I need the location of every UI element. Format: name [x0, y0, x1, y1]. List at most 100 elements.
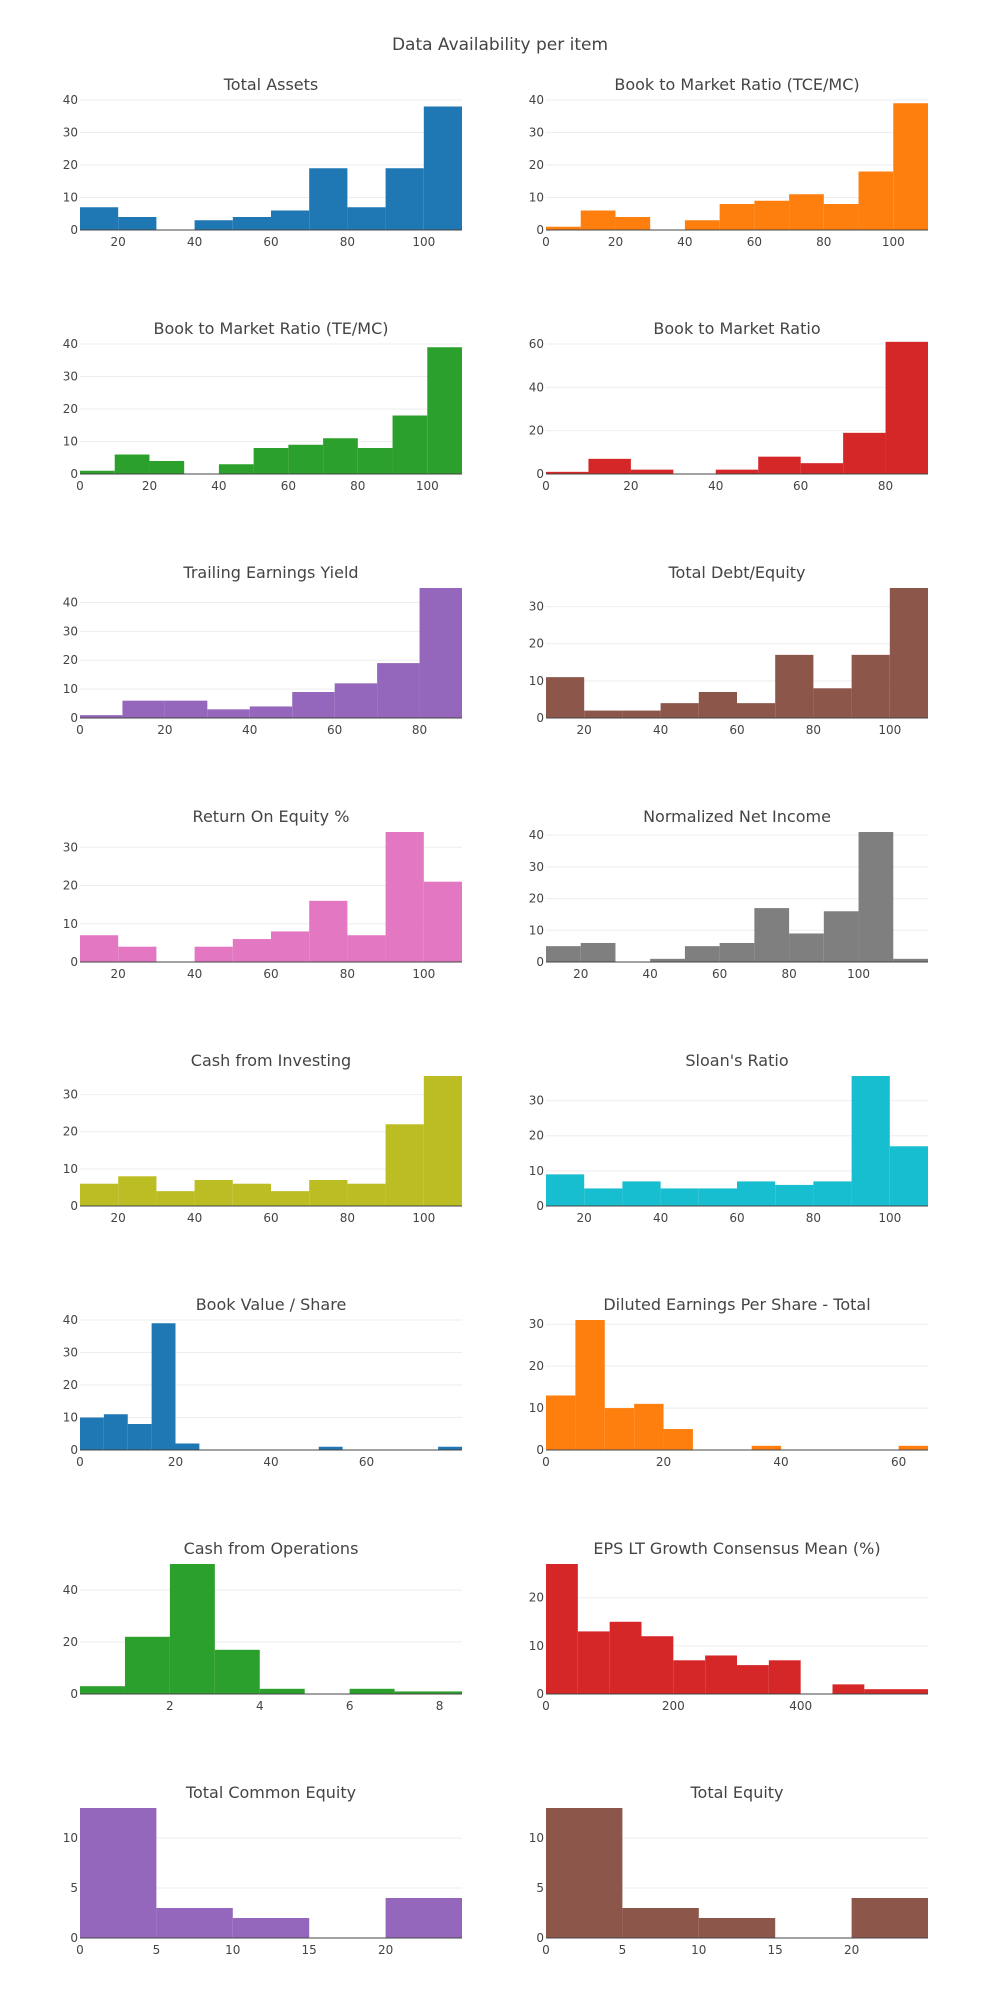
y-tick-label: 40 [63, 93, 78, 107]
x-tick-label: 10 [691, 1943, 706, 1957]
x-tick-label: 20 [168, 1455, 183, 1469]
y-tick-label: 40 [63, 337, 78, 351]
x-tick-label: 0 [542, 1699, 550, 1713]
x-tick-label: 40 [187, 1211, 202, 1225]
x-tick-label: 60 [747, 235, 762, 249]
x-tick-label: 400 [789, 1699, 812, 1713]
y-tick-label: 20 [63, 1125, 78, 1139]
x-tick-label: 100 [416, 479, 439, 493]
x-tick-label: 60 [281, 479, 296, 493]
y-tick-label: 30 [63, 1346, 78, 1360]
histogram-bar [207, 709, 250, 718]
x-tick-label: 40 [773, 1455, 788, 1469]
histogram-bar [271, 931, 310, 962]
histogram-bar [622, 1181, 661, 1206]
y-tick-label: 40 [529, 828, 544, 842]
histogram-bar [851, 1076, 890, 1206]
histogram-bar [349, 1688, 395, 1694]
x-tick-label: 60 [712, 967, 727, 981]
histogram-panel: Book Value / Share 0 10 20 30 40 0 20 40 60 [63, 1295, 462, 1469]
panel-title: EPS LT Growth Consensus Mean (%) [593, 1539, 880, 1558]
histogram-bar [118, 946, 157, 962]
x-tick-label: 80 [781, 967, 796, 981]
histogram-bar [334, 683, 378, 718]
histogram-bar [103, 1414, 128, 1450]
histogram-bar [754, 200, 790, 230]
y-tick-label: 0 [536, 1443, 544, 1457]
histogram-panel: Return On Equity % 0 10 20 30 20 40 60 80 100 [63, 807, 462, 981]
x-tick-label: 40 [187, 967, 202, 981]
histogram-bar [660, 1188, 699, 1206]
histogram-bar [169, 1564, 215, 1694]
histogram-bar [588, 458, 631, 474]
x-tick-label: 40 [263, 1455, 278, 1469]
y-tick-label: 40 [63, 595, 78, 609]
x-tick-label: 60 [793, 479, 808, 493]
y-tick-label: 20 [529, 1359, 544, 1373]
x-tick-label: 40 [187, 235, 202, 249]
histogram-bar [309, 168, 348, 230]
histogram-bar [309, 900, 348, 962]
y-tick-label: 0 [536, 711, 544, 725]
x-tick-label: 20 [844, 1943, 859, 1957]
x-tick-label: 80 [816, 235, 831, 249]
histogram-bar [673, 1660, 706, 1694]
histogram-bar [80, 1808, 157, 1938]
histogram-bar [288, 444, 324, 474]
histogram-bar [622, 1908, 699, 1938]
histogram-bar [650, 958, 685, 962]
x-tick-label: 40 [653, 1211, 668, 1225]
histogram-panel: Trailing Earnings Yield 0 10 20 30 40 0 20 40 60 8… [63, 563, 462, 737]
panel-title: Total Common Equity [185, 1783, 356, 1802]
x-tick-label: 80 [806, 723, 821, 737]
y-tick-label: 10 [63, 1411, 78, 1425]
histogram-bar [546, 1395, 576, 1450]
x-tick-label: 15 [302, 1943, 317, 1957]
x-tick-label: 60 [729, 723, 744, 737]
x-tick-label: 15 [768, 1943, 783, 1957]
x-tick-label: 200 [662, 1699, 685, 1713]
panel-title: Cash from Investing [191, 1051, 351, 1070]
histogram-panel: Total Debt/Equity 0 10 20 30 20 40 60 80 100 [529, 563, 928, 737]
panel-title: Total Debt/Equity [667, 563, 805, 582]
y-tick-label: 10 [529, 1401, 544, 1415]
y-tick-label: 10 [63, 1162, 78, 1176]
histogram-bar [80, 715, 123, 718]
x-tick-label: 20 [378, 1943, 393, 1957]
histogram-bar [546, 1174, 585, 1206]
x-tick-label: 20 [111, 967, 126, 981]
y-tick-label: 40 [63, 1583, 78, 1597]
x-tick-label: 40 [643, 967, 658, 981]
y-tick-label: 0 [70, 711, 78, 725]
histogram-bar [622, 710, 661, 718]
histogram-bar [684, 946, 720, 962]
histogram-bar [584, 710, 623, 718]
histogram-bar [575, 1320, 605, 1450]
x-tick-label: 100 [412, 235, 435, 249]
y-tick-label: 20 [529, 424, 544, 438]
histogram-bar [604, 1408, 635, 1450]
panel-title: Total Equity [689, 1783, 783, 1802]
histogram-bar [737, 1665, 769, 1694]
x-tick-label: 80 [806, 1211, 821, 1225]
histogram-bar [194, 220, 233, 230]
x-tick-label: 80 [350, 479, 365, 493]
histogram-panel: Total Assets 0 10 20 30 40 20 40 60 80 100 [63, 75, 462, 249]
histogram-bar [194, 946, 233, 962]
histogram-bar [885, 341, 928, 474]
histogram-bar [214, 1649, 260, 1694]
histogram-bar [122, 700, 165, 718]
histogram-bar [127, 1424, 152, 1450]
panel-title: Total Assets [223, 75, 319, 94]
histogram-bar [889, 588, 928, 718]
y-tick-label: 30 [63, 126, 78, 140]
histogram-bar [271, 1191, 310, 1206]
histogram-bar [546, 677, 585, 718]
y-tick-label: 0 [536, 1687, 544, 1701]
histogram-bar [893, 958, 928, 962]
y-tick-label: 40 [63, 1313, 78, 1327]
histogram-bar [577, 1631, 610, 1694]
histogram-panel: Diluted Earnings Per Share - Total 0 10 20 3… [529, 1295, 928, 1469]
